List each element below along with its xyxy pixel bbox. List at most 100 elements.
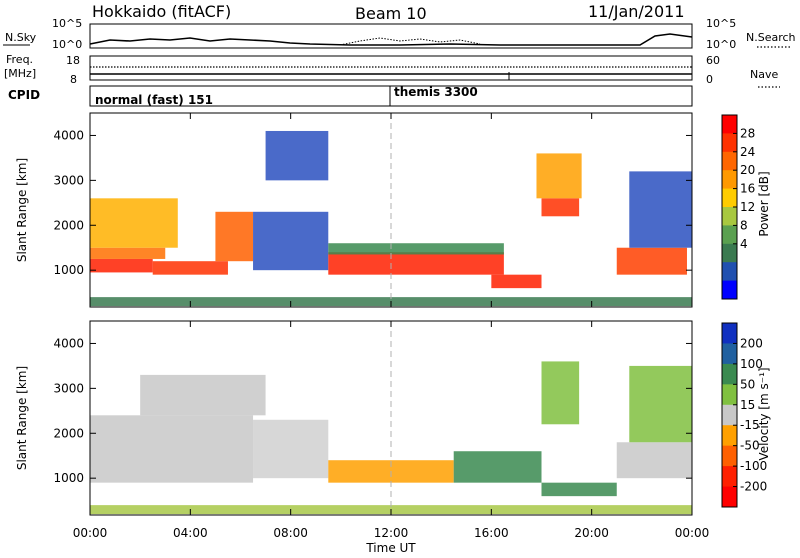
power-echo-region bbox=[328, 243, 504, 255]
power-colorbar-tick-label: 28 bbox=[740, 126, 755, 140]
power-echo-region bbox=[616, 247, 687, 275]
power-panel: 1000 2000 3000 4000 Slant Range [km] 28 24 20… bbox=[15, 112, 771, 308]
velocity-colorbar-label: Velocity [m s⁻¹] bbox=[757, 367, 771, 460]
power-colorbar-segment bbox=[722, 151, 737, 171]
velocity-colorbar-segment bbox=[722, 466, 737, 488]
velocity-colorbar-segment bbox=[722, 486, 737, 508]
velocity-colorbar-tick-label: -50 bbox=[740, 439, 760, 453]
power-y-tick-label: 4000 bbox=[53, 128, 84, 142]
station-title: Hokkaido (fitACF) bbox=[92, 2, 231, 21]
power-colorbar-segment bbox=[722, 207, 737, 226]
freq-strip: Freq. [MHz] 18 8 60 0 Nave bbox=[4, 53, 780, 88]
velocity-colorbar-segment bbox=[722, 384, 737, 406]
velocity-y-tick-label: 4000 bbox=[53, 336, 84, 350]
velocity-colorbar-tick-label: -100 bbox=[740, 459, 767, 473]
power-y-tick-label: 2000 bbox=[53, 218, 84, 232]
velocity-echo-region bbox=[140, 374, 266, 416]
power-colorbar: 28 24 20 16 12 8 4 bbox=[721, 114, 755, 300]
nave-tick-bottom: 0 bbox=[706, 73, 713, 86]
freq-unit-label: [MHz] bbox=[4, 67, 36, 80]
nsearch-tick-bottom: 10^0 bbox=[706, 38, 736, 51]
nsky-tick-top: 10^5 bbox=[52, 17, 82, 30]
power-echo-region bbox=[491, 274, 542, 289]
power-echo-region bbox=[253, 211, 329, 271]
velocity-colorbar-tick-label: 100 bbox=[740, 357, 763, 371]
time-tick-label: 00:00 bbox=[675, 526, 710, 540]
power-colorbar-segment bbox=[722, 225, 737, 245]
power-y-tick-label: 3000 bbox=[53, 173, 84, 187]
power-y-axis-label: Slant Range [km] bbox=[15, 158, 29, 262]
velocity-x-ticks bbox=[89, 321, 693, 515]
nave-label: Nave bbox=[750, 68, 778, 81]
power-colorbar-segment bbox=[722, 243, 737, 263]
velocity-panel: 1000 2000 3000 4000 Slant Range [km] 200 100… bbox=[15, 320, 771, 516]
power-colorbar-tick-label: 12 bbox=[740, 200, 755, 214]
velocity-echo-region bbox=[541, 361, 580, 425]
velocity-y-tick-label: 3000 bbox=[53, 381, 84, 395]
velocity-colorbar-segment bbox=[722, 445, 737, 467]
power-echo-region bbox=[536, 153, 582, 199]
power-colorbar-tick-label: 24 bbox=[740, 145, 755, 159]
power-colorbar-segment bbox=[722, 115, 737, 134]
velocity-y-axis-label: Slant Range [km] bbox=[15, 366, 29, 470]
time-tick-label: 16:00 bbox=[474, 526, 509, 540]
velocity-colorbar-tick-label: 15 bbox=[740, 398, 755, 412]
nsearch-label: N.Search bbox=[746, 31, 796, 44]
cpid-strip: CPID normal (fast) 151 themis 3300 bbox=[8, 85, 693, 107]
velocity-colorbar: 200 100 50 15 -15 -50 -100 -200 bbox=[721, 322, 767, 508]
freq-tick-bottom: 8 bbox=[70, 73, 77, 86]
power-y-tick-label: 1000 bbox=[53, 263, 84, 277]
velocity-echo-region bbox=[616, 442, 692, 479]
power-echo-region bbox=[215, 211, 254, 262]
power-echo-region bbox=[90, 247, 166, 259]
time-tick-labels: 00:00 04:00 08:00 12:00 16:00 20:00 00:00 bbox=[73, 526, 710, 540]
freq-tick-top: 18 bbox=[66, 54, 80, 67]
power-colorbar-tick-label: 16 bbox=[740, 182, 755, 196]
power-x-ticks bbox=[89, 113, 693, 307]
velocity-colorbar-segment bbox=[722, 425, 737, 447]
velocity-colorbar-frame bbox=[721, 322, 738, 508]
power-echo-regions bbox=[90, 130, 692, 307]
power-echo-region bbox=[328, 252, 504, 275]
velocity-colorbar-tick-label: 50 bbox=[740, 377, 755, 391]
velocity-colorbar-segment bbox=[722, 363, 737, 385]
power-echo-region bbox=[90, 198, 178, 248]
beam-title: Beam 10 bbox=[355, 4, 427, 23]
power-colorbar-segment bbox=[722, 188, 737, 208]
velocity-y-tick-label: 1000 bbox=[53, 471, 84, 485]
nsearch-trace bbox=[339, 37, 481, 46]
time-tick-label: 12:00 bbox=[374, 526, 409, 540]
velocity-colorbar-segment bbox=[722, 404, 737, 426]
x-axis-label: Time UT bbox=[365, 541, 416, 554]
velocity-echo-region bbox=[541, 482, 617, 497]
time-tick-label: 04:00 bbox=[173, 526, 208, 540]
time-tick-label: 08:00 bbox=[273, 526, 308, 540]
cpid-label: CPID bbox=[8, 88, 40, 102]
power-colorbar-tick-label: 8 bbox=[740, 218, 748, 232]
power-colorbar-tick-label: 20 bbox=[740, 163, 755, 177]
velocity-colorbar-segment bbox=[722, 323, 737, 344]
power-colorbar-tick-label: 4 bbox=[740, 237, 748, 251]
nsearch-tick-top: 10^5 bbox=[706, 17, 736, 30]
power-colorbar-segment bbox=[722, 280, 737, 300]
freq-label: Freq. bbox=[6, 53, 33, 66]
power-echo-region bbox=[152, 261, 228, 275]
power-echo-region bbox=[265, 130, 329, 181]
velocity-echo-region bbox=[253, 419, 329, 479]
date-title: 11/Jan/2011 bbox=[588, 2, 685, 21]
nave-tick-top: 60 bbox=[706, 54, 720, 67]
power-colorbar-label: Power [dB] bbox=[757, 171, 771, 236]
power-colorbar-segment bbox=[722, 133, 737, 153]
cpid-segment-themis: themis 3300 bbox=[394, 85, 478, 99]
nsky-frame bbox=[89, 23, 693, 49]
time-tick-label: 00:00 bbox=[73, 526, 108, 540]
power-colorbar-segment bbox=[722, 262, 737, 282]
nsky-trace bbox=[89, 33, 693, 46]
cpid-segment-normal: normal (fast) 151 bbox=[95, 93, 213, 107]
velocity-colorbar-tick-label: 200 bbox=[740, 336, 763, 350]
time-tick-label: 20:00 bbox=[574, 526, 609, 540]
cpid-frame bbox=[89, 85, 693, 107]
power-echo-region bbox=[629, 171, 692, 248]
velocity-colorbar-tick-label: -200 bbox=[740, 480, 767, 494]
